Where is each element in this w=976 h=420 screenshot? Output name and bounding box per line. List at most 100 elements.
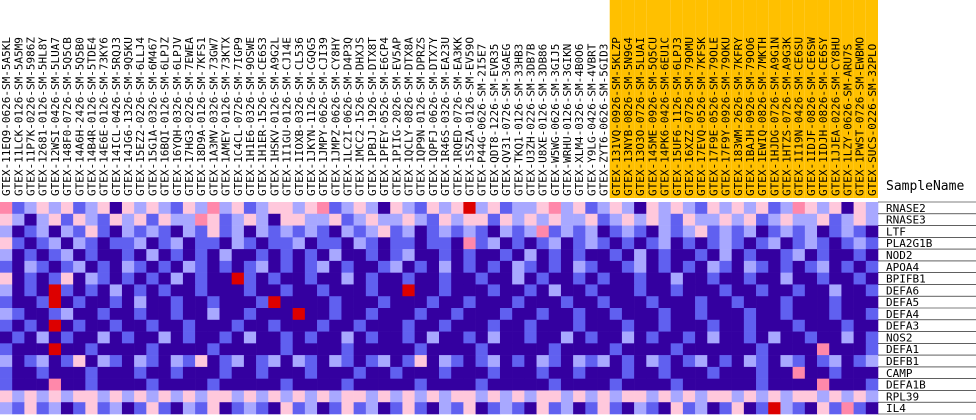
cell xyxy=(597,319,611,332)
sample-label: GTEX-1EWIQ-0826-SM-7MKTH xyxy=(756,37,769,196)
cell xyxy=(646,331,659,344)
cell xyxy=(73,343,86,356)
cell xyxy=(865,249,879,262)
cell xyxy=(439,355,452,368)
cell xyxy=(243,390,257,403)
sample-label: GTEX-14ICL-0426-SM-5RQJ3 xyxy=(110,37,123,196)
cell xyxy=(487,331,501,344)
cell xyxy=(48,260,62,273)
cell xyxy=(280,249,293,262)
cell xyxy=(317,213,330,226)
cell xyxy=(743,402,757,415)
sample-label: GTEX-12681-0126-SM-5HL8Y xyxy=(37,37,50,196)
cell xyxy=(390,319,403,332)
cell xyxy=(731,225,745,238)
cell xyxy=(804,237,818,250)
cell xyxy=(780,308,793,321)
cell xyxy=(560,355,574,368)
cell xyxy=(134,237,147,250)
cell xyxy=(463,249,476,262)
cell xyxy=(463,296,476,309)
cell xyxy=(329,237,342,250)
sample-label: GTEX-TKQ1-0126-SM-33HB3 xyxy=(512,44,525,196)
cell xyxy=(548,308,562,321)
cell xyxy=(560,237,574,250)
sample-label: GTEX-17EVQ-0526-SM-7KFSK xyxy=(695,37,708,196)
cell xyxy=(768,319,781,332)
cell xyxy=(573,213,586,226)
sample-label: GTEX-1PBJJ-1926-SM-DTX8T xyxy=(366,37,379,196)
cell xyxy=(60,272,74,285)
cell xyxy=(512,366,525,379)
cell xyxy=(682,355,696,368)
highlight xyxy=(646,0,659,198)
cell xyxy=(731,319,745,332)
cell xyxy=(695,237,708,250)
cell xyxy=(536,378,550,391)
cell xyxy=(134,308,147,321)
sample-label: GTEX-1QP9N-0126-SM-DPRZS xyxy=(415,37,428,196)
cell xyxy=(475,284,489,297)
cell xyxy=(304,284,318,297)
cell xyxy=(73,366,86,379)
cell xyxy=(73,225,86,238)
cell xyxy=(414,296,428,309)
gene-label: CAMP xyxy=(886,367,913,380)
cell xyxy=(12,272,25,285)
cell xyxy=(243,296,257,309)
cell xyxy=(268,355,281,368)
cell xyxy=(85,355,98,368)
cell xyxy=(256,308,269,321)
cell xyxy=(695,284,708,297)
cell xyxy=(36,319,50,332)
cell xyxy=(317,272,330,285)
cell xyxy=(463,319,476,332)
cell xyxy=(817,237,830,250)
cell xyxy=(609,319,623,332)
cell xyxy=(536,225,550,238)
cell xyxy=(292,390,306,403)
cell xyxy=(792,284,806,297)
cell xyxy=(97,308,111,321)
cell xyxy=(109,402,123,415)
cell xyxy=(353,390,367,403)
cell xyxy=(365,296,379,309)
gene-label: IL4 xyxy=(886,402,906,415)
cell xyxy=(378,308,391,321)
cell xyxy=(121,402,135,415)
cell xyxy=(134,296,147,309)
cell xyxy=(85,390,98,403)
cell xyxy=(292,366,306,379)
cell xyxy=(414,308,428,321)
cell xyxy=(780,237,793,250)
cell xyxy=(768,213,781,226)
cell xyxy=(792,202,806,215)
cell xyxy=(499,319,513,332)
sample-label: GTEX-17F9Y-0926-SM-79OKU xyxy=(720,37,733,196)
cell xyxy=(390,308,403,321)
cell xyxy=(670,249,684,262)
cell xyxy=(841,284,854,297)
cell xyxy=(658,213,671,226)
cell xyxy=(353,343,367,356)
cell xyxy=(634,284,647,297)
cell xyxy=(841,366,854,379)
cell xyxy=(48,213,62,226)
cell xyxy=(365,331,379,344)
cell xyxy=(329,319,342,332)
cell xyxy=(0,213,13,226)
cell xyxy=(707,390,720,403)
cell xyxy=(24,237,37,250)
cell xyxy=(609,213,623,226)
cell xyxy=(841,249,854,262)
cell xyxy=(134,319,147,332)
cell xyxy=(48,272,62,285)
cell xyxy=(195,202,208,215)
cell xyxy=(560,343,574,356)
cell xyxy=(621,366,635,379)
cell xyxy=(390,296,403,309)
cell xyxy=(463,237,476,250)
cell xyxy=(609,331,623,344)
cell xyxy=(109,225,123,238)
cell xyxy=(207,213,220,226)
